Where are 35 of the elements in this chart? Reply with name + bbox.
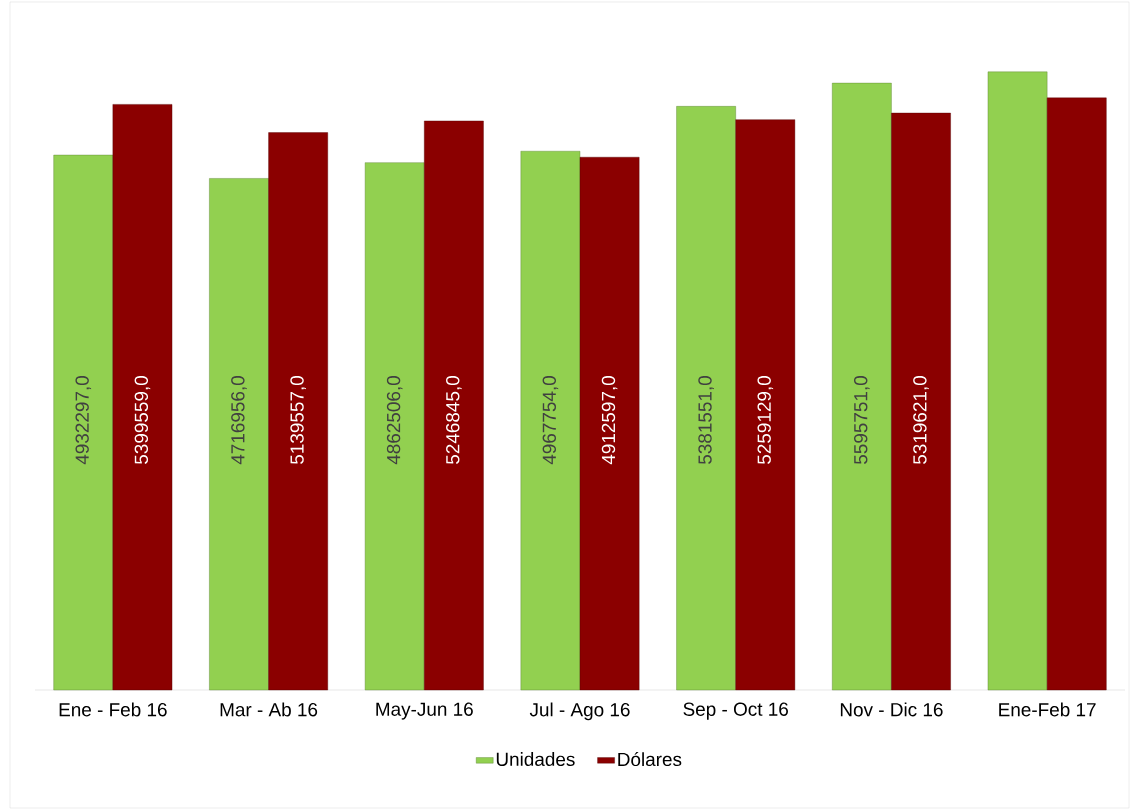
bar <box>987 71 1048 691</box>
data-label: 5595751,0 <box>854 376 870 464</box>
bar <box>579 157 640 691</box>
data-label: 5259129,0 <box>757 376 774 464</box>
bar <box>1046 97 1107 691</box>
legend-label: Unidades <box>496 752 575 766</box>
data-label: 5246845,0 <box>446 376 462 464</box>
x-tick-label: May-Jun 16 <box>376 702 473 720</box>
data-label: 4967754,0 <box>542 376 559 465</box>
data-label: 5319621,0 <box>913 376 929 464</box>
bar <box>832 82 892 691</box>
data-label: 5399559,0 <box>134 376 151 464</box>
bar <box>209 178 269 691</box>
x-tick-label: Mar - Ab 16 <box>220 702 318 717</box>
data-label: 4862506,0 <box>386 376 403 465</box>
bar <box>424 120 484 691</box>
bar <box>112 104 173 691</box>
bar <box>364 162 425 691</box>
data-label: 4716956,0 <box>231 376 247 465</box>
bar <box>676 106 736 691</box>
bar <box>268 132 328 691</box>
x-tick-label: Ene - Feb 16 <box>59 702 167 717</box>
x-tick-label: Sep - Oct 16 <box>683 702 788 720</box>
bar <box>891 112 951 691</box>
data-label: 4932297,0 <box>75 376 92 465</box>
data-label: 5139557,0 <box>290 376 306 464</box>
data-label: 5381551,0 <box>698 376 714 464</box>
bar <box>520 151 581 691</box>
bar <box>735 119 796 691</box>
data-label: 4912597,0 <box>601 376 618 465</box>
legend-label: Dólares <box>618 751 682 767</box>
x-tick-label: Jul - Ago 16 <box>529 702 630 721</box>
x-tick-label: Nov - Dic 16 <box>840 702 943 717</box>
bar <box>53 154 114 691</box>
x-tick-label: Ene-Feb 17 <box>999 702 1096 717</box>
